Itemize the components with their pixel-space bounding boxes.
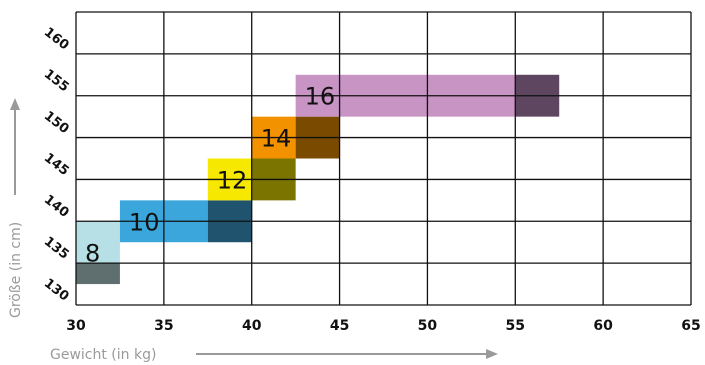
y-tick-labels: 130 135 140 145 150 155 160 <box>41 25 72 305</box>
x-tick-label: 60 <box>593 318 613 334</box>
x-tick-label: 30 <box>66 318 86 334</box>
size-label-16: 16 <box>305 83 336 111</box>
box-labels-layer: 8 10 12 14 16 <box>85 83 335 268</box>
x-tick-label: 35 <box>154 318 173 334</box>
size-label-8: 8 <box>85 240 100 268</box>
x-axis-label: Gewicht (in kg) <box>50 347 156 363</box>
size-box-8-segment-2 <box>76 263 120 285</box>
size-label-14: 14 <box>261 125 292 153</box>
x-tick-labels: 30 35 40 45 50 55 60 65 <box>66 318 700 334</box>
x-tick-label: 55 <box>506 318 525 334</box>
x-axis-arrow <box>196 349 498 359</box>
x-tick-label: 45 <box>330 318 349 334</box>
size-label-10: 10 <box>129 208 160 236</box>
x-tick-label: 65 <box>681 318 700 334</box>
y-tick-label: 130 <box>41 276 72 305</box>
y-tick-label: 135 <box>41 234 72 263</box>
y-tick-label: 150 <box>41 109 72 138</box>
x-tick-label: 40 <box>242 318 262 334</box>
y-tick-label: 155 <box>41 67 72 96</box>
y-tick-label: 160 <box>41 25 72 54</box>
size-box-8-segment-1 <box>76 221 120 264</box>
y-axis-arrow <box>10 98 20 195</box>
size-label-12: 12 <box>217 166 248 194</box>
x-tick-label: 50 <box>418 318 438 334</box>
grid-layer <box>75 11 692 306</box>
y-tick-label: 145 <box>41 150 72 179</box>
y-tick-label: 140 <box>41 192 72 221</box>
y-axis-label: Größe (in cm) <box>8 222 24 318</box>
